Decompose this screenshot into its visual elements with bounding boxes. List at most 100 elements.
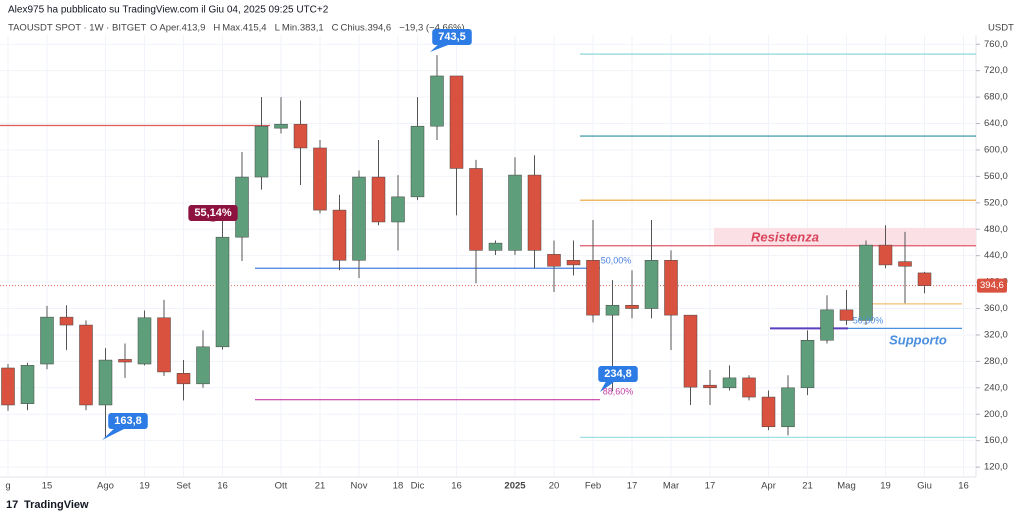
ohlc-value: Min.383,1: [282, 23, 324, 34]
candle-body: [137, 317, 152, 365]
axis-unit: USDT: [988, 23, 1014, 34]
candle-body: [800, 339, 815, 389]
x-tick-label: 19: [139, 481, 150, 492]
x-tick-label: g: [5, 481, 10, 492]
candle-body: [176, 373, 191, 385]
candle-body: [625, 304, 639, 309]
candle-body: [79, 324, 93, 406]
x-tick-label: 16: [451, 481, 462, 492]
candle-body: [118, 359, 132, 363]
x-tick-label: Giu: [917, 481, 932, 492]
symbol: TAOUSDT SPOT · 1W · BITGET: [8, 23, 146, 34]
candle-body: [547, 254, 561, 267]
y-tick-label: 320,0: [984, 329, 1008, 340]
y-tick-label: 640,0: [984, 118, 1008, 129]
callout-label: 234,8: [604, 368, 632, 380]
ohlc-value: H: [213, 23, 220, 34]
candle-body: [703, 384, 717, 389]
candle-body: [59, 316, 74, 326]
x-tick-label: Set: [176, 481, 191, 492]
x-tick-label: 2025: [504, 481, 526, 492]
callout-box: [432, 29, 472, 45]
candle-body: [586, 260, 600, 316]
candle-body: [605, 304, 620, 316]
x-tick-label: 16: [958, 481, 969, 492]
callout: 234,8: [598, 366, 638, 392]
x-tick-label: Ott: [275, 481, 288, 492]
callout-label: 163,8: [114, 415, 142, 427]
candle-body: [742, 377, 756, 398]
y-tick-label: 600,0: [984, 144, 1008, 155]
price-tag-label: 394,6: [980, 280, 1004, 291]
callout-box: [108, 413, 148, 429]
x-tick-label: Mag: [837, 481, 855, 492]
logo: 17: [6, 499, 18, 511]
candle-body: [566, 260, 581, 266]
candle-body: [683, 314, 698, 388]
callout-box: [188, 205, 238, 221]
callout: 163,8: [102, 413, 148, 440]
candle-body: [488, 242, 503, 251]
brand: TradingView: [24, 499, 89, 511]
price-tag: [977, 278, 1007, 293]
y-tick-label: 280,0: [984, 356, 1008, 367]
y-tick-label: 240,0: [984, 382, 1008, 393]
x-tick-label: Dic: [411, 481, 425, 492]
candle-body: [196, 346, 210, 385]
ohlc-value: O: [150, 23, 157, 34]
y-tick-label: 520,0: [984, 197, 1008, 208]
x-tick-label: Feb: [585, 481, 601, 492]
candle-body: [215, 236, 230, 348]
candle-body: [293, 123, 308, 149]
candle-body: [469, 168, 483, 251]
candle-body: [1, 367, 15, 406]
candle-body: [313, 147, 327, 211]
annotation: Resistenza: [751, 229, 819, 244]
y-tick-label: 760,0: [984, 39, 1008, 50]
resistance-zone: [714, 227, 976, 246]
y-tick-label: 200,0: [984, 409, 1008, 420]
y-tick-label: 680,0: [984, 92, 1008, 103]
callout-label: 55,14%: [194, 207, 232, 219]
candle-body: [839, 309, 854, 321]
y-tick-label: 360,0: [984, 303, 1008, 314]
candle-body: [391, 196, 405, 223]
x-tick-label: 21: [315, 481, 326, 492]
x-tick-label: Mar: [663, 481, 679, 492]
ohlc-value: C: [332, 23, 339, 34]
candle-body: [664, 260, 678, 316]
candle-body: [20, 365, 35, 404]
candle-body: [820, 309, 834, 341]
candle-body: [98, 359, 113, 406]
ohlc-value: Max.415,4: [222, 23, 266, 34]
candle-body: [274, 123, 288, 129]
ohlc-value: Chius.394,6: [341, 23, 392, 34]
byline: Alex975 ha pubblicato su TradingView.com…: [8, 5, 329, 16]
candle-body: [410, 125, 425, 198]
candle-body: [859, 244, 873, 321]
candle-body: [449, 75, 464, 169]
y-tick-label: 560,0: [984, 171, 1008, 182]
candle-body: [332, 209, 347, 261]
callout: 55,14%: [188, 205, 238, 222]
candle-body: [878, 244, 893, 266]
x-tick-label: 17: [627, 481, 638, 492]
ohlc-value: −19,3 (−4,66%): [399, 23, 465, 34]
x-tick-label: Ago: [97, 481, 114, 492]
candle-body: [781, 387, 795, 428]
y-tick-label: 120,0: [984, 462, 1008, 473]
candle-body: [761, 396, 776, 428]
y-tick-label: 160,0: [984, 435, 1008, 446]
x-tick-label: Apr: [761, 481, 776, 492]
annotation: 50,00%: [853, 315, 884, 325]
x-tick-label: 17: [705, 481, 716, 492]
candle-body: [527, 174, 542, 251]
candle-body: [371, 176, 386, 223]
annotation: 50,00%: [601, 255, 632, 265]
y-tick-label: 720,0: [984, 65, 1008, 76]
annotation: Supporto: [889, 332, 947, 347]
candle-body: [254, 125, 269, 178]
callout: 743,5: [430, 29, 472, 52]
